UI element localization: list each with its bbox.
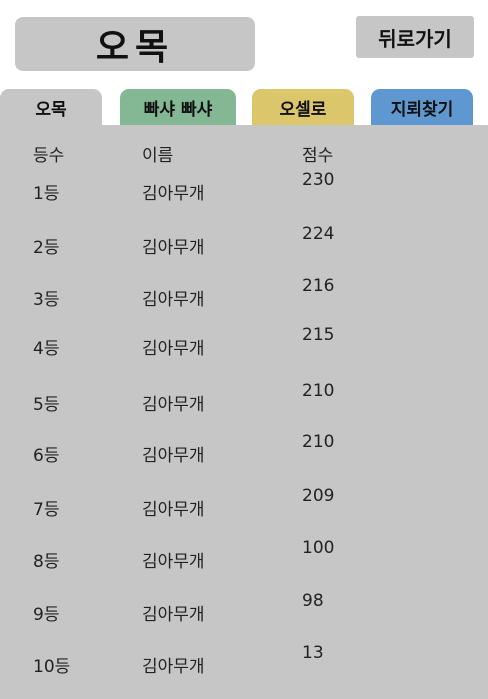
score-cell: 100 bbox=[302, 538, 335, 558]
score-cell: 215 bbox=[302, 325, 335, 345]
rank-cell: 1등 bbox=[33, 184, 60, 204]
name-cell: 김아무개 bbox=[142, 290, 205, 310]
column-header-score: 점수 bbox=[302, 146, 334, 166]
table-row: 3등 김아무개 216 bbox=[0, 276, 488, 310]
tab-othello[interactable]: 오셀로 bbox=[252, 89, 354, 125]
score-cell: 13 bbox=[302, 643, 324, 663]
rank-cell: 6등 bbox=[33, 446, 60, 466]
rank-cell: 2등 bbox=[33, 238, 60, 258]
table-row: 6등 김아무개 210 bbox=[0, 432, 488, 466]
name-cell: 김아무개 bbox=[142, 552, 205, 572]
column-header-rank: 등수 bbox=[33, 146, 65, 166]
table-row: 10등 김아무개 13 bbox=[0, 643, 488, 677]
name-cell: 김아무개 bbox=[142, 500, 205, 520]
name-cell: 김아무개 bbox=[142, 605, 205, 625]
table-row: 1등 김아무개 230 bbox=[0, 170, 488, 204]
tab-minesweeper[interactable]: 지뢰찾기 bbox=[371, 89, 473, 125]
name-cell: 김아무개 bbox=[142, 446, 205, 466]
score-cell: 210 bbox=[302, 432, 335, 452]
table-row: 7등 김아무개 209 bbox=[0, 486, 488, 520]
name-cell: 김아무개 bbox=[142, 184, 205, 204]
table-row: 5등 김아무개 210 bbox=[0, 381, 488, 415]
column-header-name: 이름 bbox=[142, 146, 174, 166]
score-cell: 210 bbox=[302, 381, 335, 401]
score-cell: 98 bbox=[302, 591, 324, 611]
name-cell: 김아무개 bbox=[142, 657, 205, 677]
rank-cell: 3등 bbox=[33, 290, 60, 310]
ranking-panel: 등수 이름 점수 1등 김아무개 230 2등 김아무개 224 3등 김아무개… bbox=[0, 125, 488, 699]
rank-cell: 7등 bbox=[33, 500, 60, 520]
score-cell: 224 bbox=[302, 224, 335, 244]
rank-cell: 10등 bbox=[33, 657, 71, 677]
table-row: 8등 김아무개 100 bbox=[0, 538, 488, 572]
name-cell: 김아무개 bbox=[142, 395, 205, 415]
tab-ppasha[interactable]: 빠샤 빠샤 bbox=[120, 89, 236, 125]
score-cell: 230 bbox=[302, 170, 335, 190]
table-row: 2등 김아무개 224 bbox=[0, 224, 488, 258]
rank-cell: 9등 bbox=[33, 605, 60, 625]
name-cell: 김아무개 bbox=[142, 339, 205, 359]
back-button[interactable]: 뒤로가기 bbox=[356, 16, 474, 58]
table-row: 4등 김아무개 215 bbox=[0, 325, 488, 359]
name-cell: 김아무개 bbox=[142, 238, 205, 258]
score-cell: 209 bbox=[302, 486, 335, 506]
score-cell: 216 bbox=[302, 276, 335, 296]
rank-cell: 5등 bbox=[33, 395, 60, 415]
page-title: 오목 bbox=[95, 26, 175, 68]
tab-omok[interactable]: 오목 bbox=[0, 89, 102, 125]
page-title-box: 오목 bbox=[15, 17, 255, 71]
rank-cell: 4등 bbox=[33, 339, 60, 359]
game-tabs: 오목 빠샤 빠샤 오셀로 지뢰찾기 bbox=[0, 89, 488, 125]
rank-cell: 8등 bbox=[33, 552, 60, 572]
table-row: 9등 김아무개 98 bbox=[0, 591, 488, 625]
